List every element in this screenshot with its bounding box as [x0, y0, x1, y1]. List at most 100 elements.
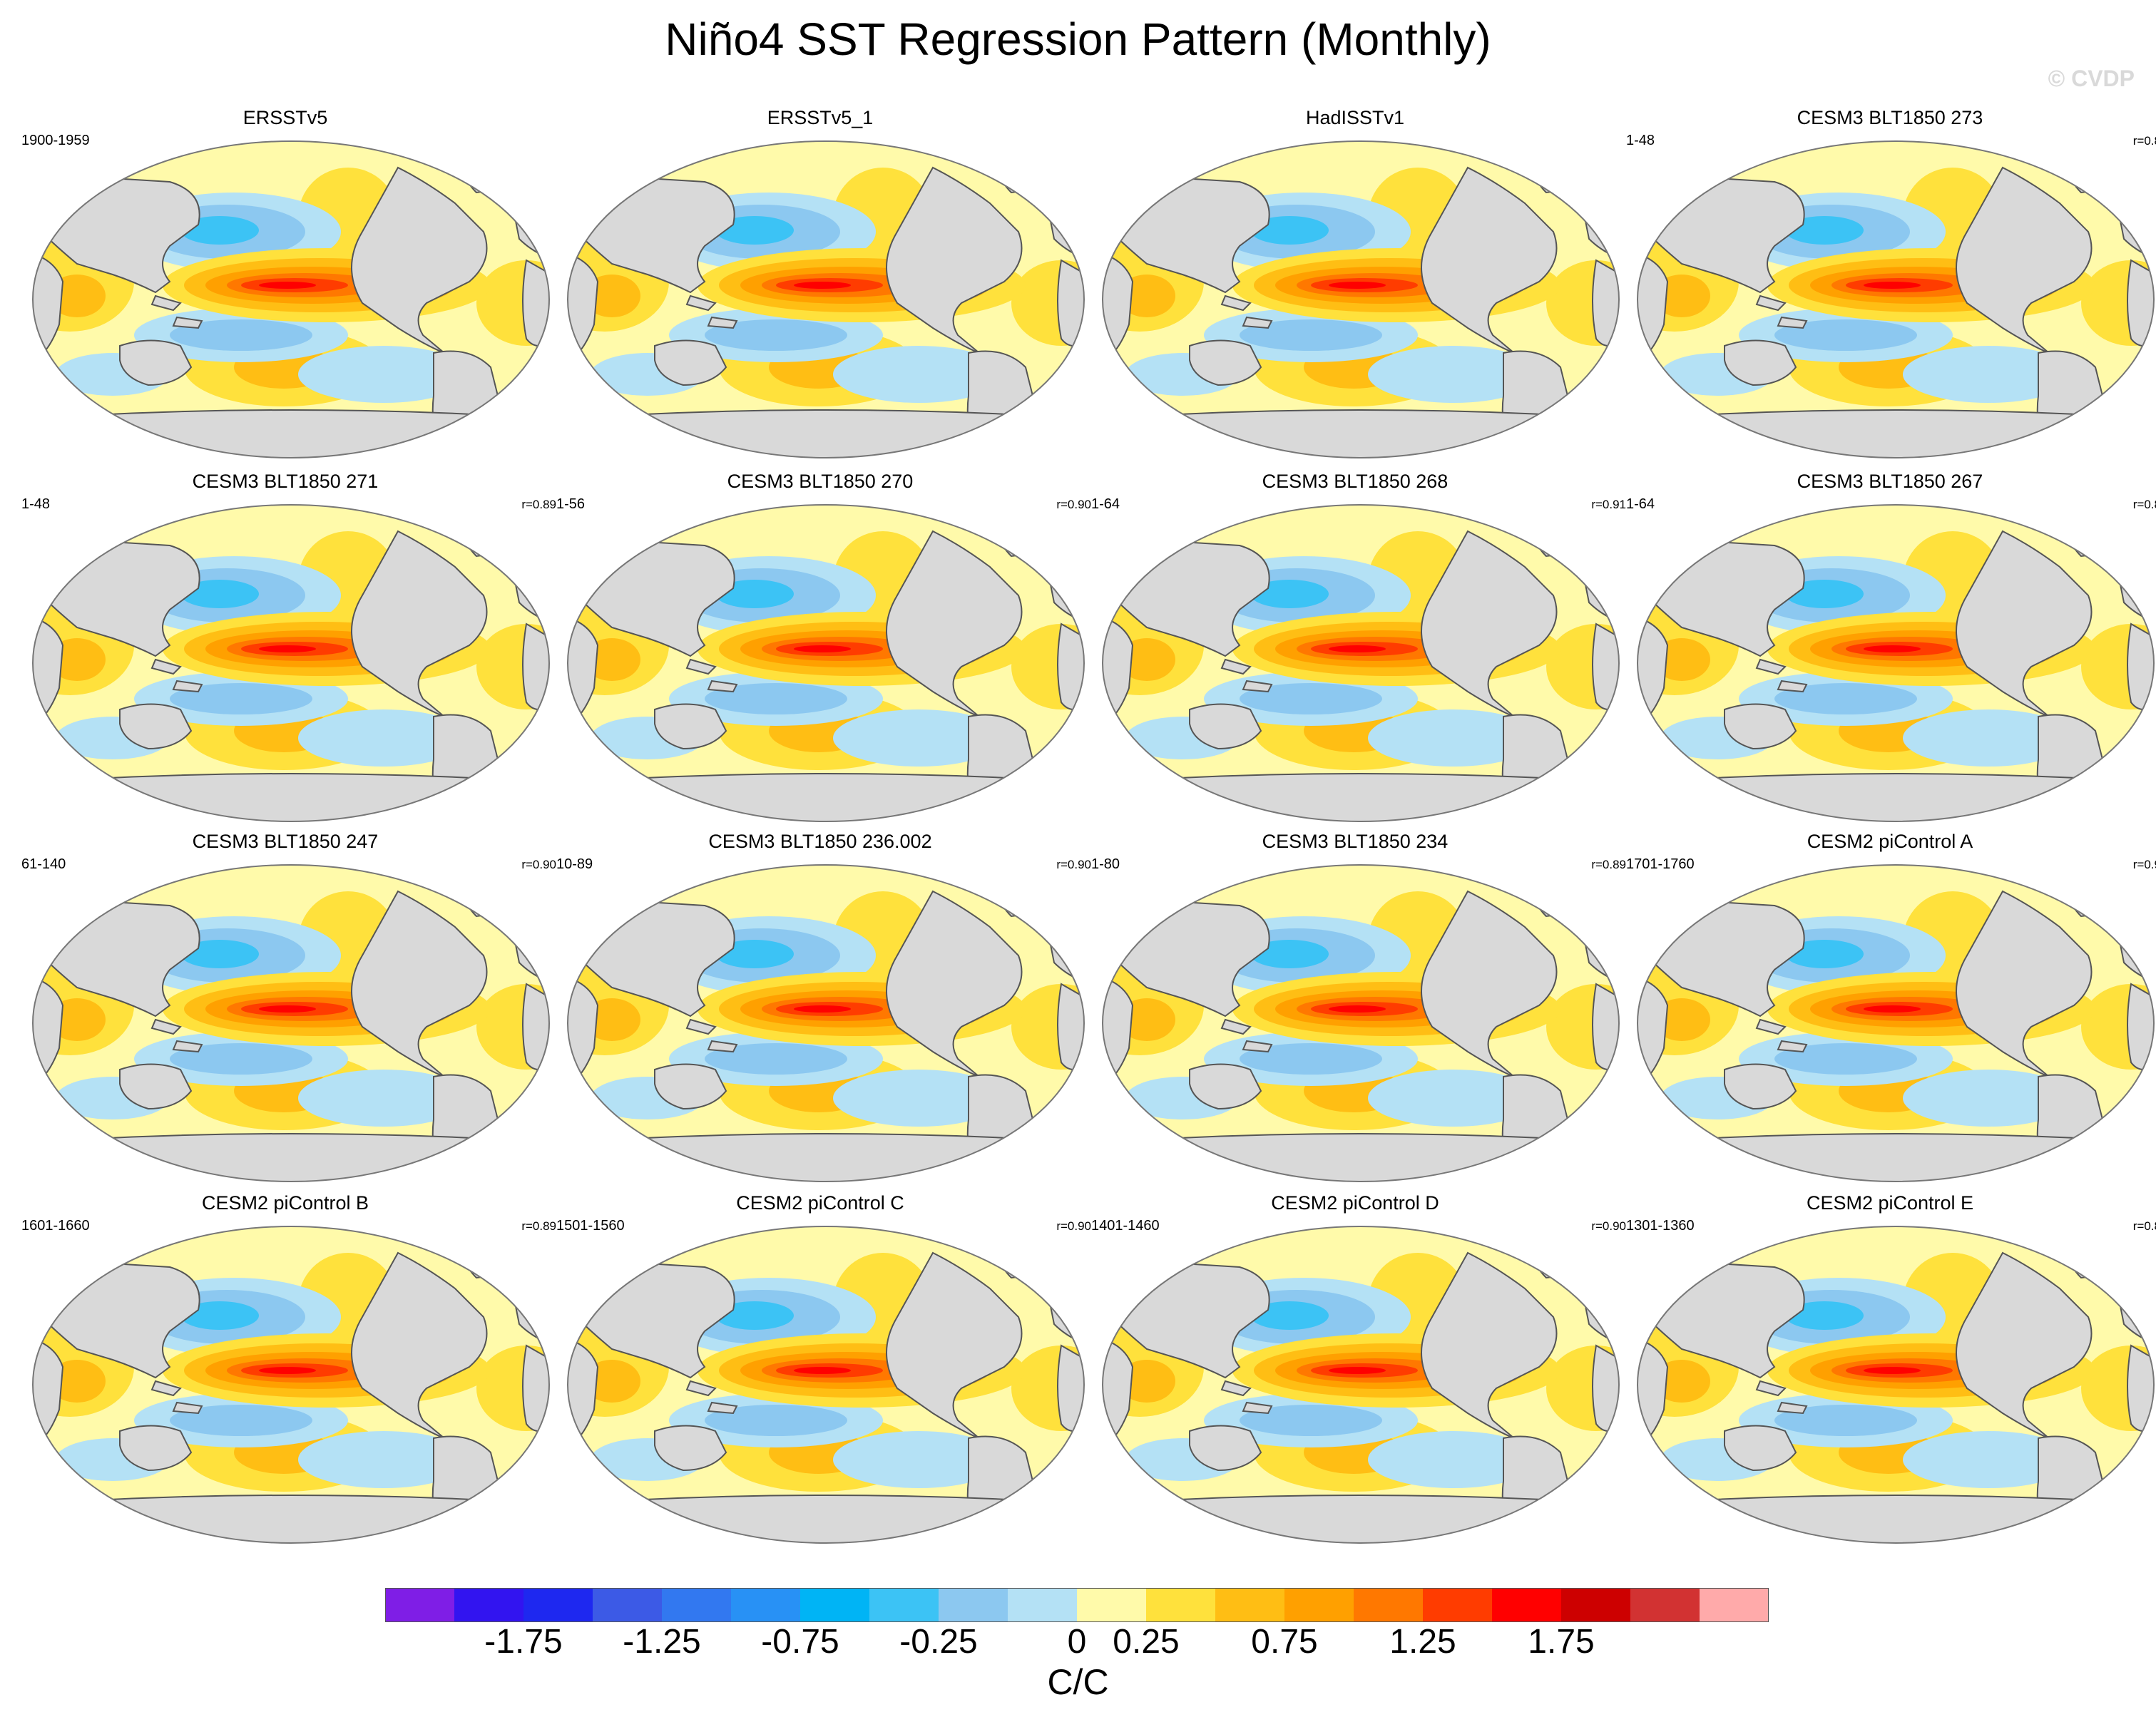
colorbar-tick-label: -1.75 [484, 1623, 563, 1661]
panel-title: CESM3 BLT1850 236.002 [708, 831, 932, 852]
panel-years: 1-64 [1091, 496, 1120, 512]
panel-years: 1-48 [1626, 133, 1655, 148]
map-panel: CESM3 BLT1850 236.002 10-89 r=0.90 [549, 831, 1091, 1187]
colorbar-swatch [662, 1588, 731, 1622]
panel-title: HadISSTv1 [1305, 107, 1405, 128]
panel-correlation: r=0.90 [1056, 498, 1091, 511]
map-panel: CESM3 BLT1850 271 1-48 r=0.89 [14, 471, 556, 827]
colorbar-swatch [593, 1588, 662, 1622]
colorbar-swatch [939, 1588, 1008, 1622]
colorbar-tick-label: -0.25 [899, 1623, 978, 1661]
map-panel: ERSSTv5 1900-1959 [14, 107, 556, 463]
global-map [1102, 1226, 1620, 1544]
map-panel: CESM3 BLT1850 234 1-80 r=0.89 [1084, 831, 1626, 1187]
global-map [567, 864, 1085, 1182]
global-map [567, 504, 1085, 822]
panel-correlation: r=0.89 [1591, 858, 1626, 871]
global-map [32, 504, 550, 822]
panel-title: CESM2 piControl D [1271, 1192, 1439, 1214]
colorbar-swatch [1630, 1588, 1700, 1622]
colorbar-swatch [1354, 1588, 1423, 1622]
panel-title: CESM3 BLT1850 271 [192, 471, 379, 492]
panel-title: CESM2 piControl C [736, 1192, 904, 1214]
panel-title: CESM3 BLT1850 247 [192, 831, 379, 852]
panel-title: CESM2 piControl E [1806, 1192, 1974, 1214]
global-map [1637, 140, 2155, 458]
panel-correlation: r=0.90 [1591, 1219, 1626, 1233]
global-map [1637, 1226, 2155, 1544]
colorbar-swatch [731, 1588, 800, 1622]
global-map [1102, 504, 1620, 822]
global-map [32, 1226, 550, 1544]
panel-correlation: r=0.90 [1056, 858, 1091, 871]
global-map [1102, 140, 1620, 458]
panel-correlation: r=0.90 [521, 858, 556, 871]
map-panel: HadISSTv1 [1084, 107, 1626, 463]
panel-correlation: r=0.89 [521, 1219, 556, 1233]
global-map [1102, 864, 1620, 1182]
colorbar-swatch [523, 1588, 593, 1622]
map-panel: CESM3 BLT1850 270 1-56 r=0.90 [549, 471, 1091, 827]
map-panel: CESM2 piControl E 1301-1360 r=0.8 [1619, 1192, 2156, 1549]
colorbar-swatch [869, 1588, 939, 1622]
panel-years: 1701-1760 [1626, 856, 1695, 872]
panel-title: ERSSTv5_1 [767, 107, 874, 128]
panel-title: CESM3 BLT1850 234 [1262, 831, 1449, 852]
map-panel: CESM2 piControl B 1601-1660 r=0.89 [14, 1192, 556, 1549]
colorbar-swatch [1077, 1588, 1146, 1622]
panel-years: 1900-1959 [21, 133, 90, 148]
panel-correlation: r=0.8 [2132, 498, 2156, 511]
panel-title: CESM3 BLT1850 267 [1797, 471, 1983, 492]
panel-years: 10-89 [556, 856, 593, 872]
panel-years: 1-80 [1091, 856, 1120, 872]
colorbar-tick-label: 0.75 [1251, 1623, 1318, 1661]
colorbar [385, 1588, 1769, 1622]
panel-title: CESM3 BLT1850 268 [1262, 471, 1449, 492]
colorbar-swatch [1700, 1588, 1769, 1622]
panel-correlation: r=0.89 [521, 498, 556, 511]
colorbar-tick-label: 0.25 [1113, 1623, 1180, 1661]
panel-title: CESM3 BLT1850 273 [1797, 107, 1983, 128]
colorbar-swatch [1492, 1588, 1561, 1622]
colorbar-swatch [1146, 1588, 1215, 1622]
panel-title: CESM2 piControl A [1807, 831, 1973, 852]
colorbar-swatch [385, 1588, 454, 1622]
map-panel: CESM2 piControl C 1501-1560 r=0.90 [549, 1192, 1091, 1549]
colorbar-swatch [454, 1588, 523, 1622]
panel-years: 1601-1660 [21, 1218, 90, 1234]
panel-years: 1501-1560 [556, 1218, 625, 1234]
panel-years: 1301-1360 [1626, 1218, 1695, 1234]
panel-years: 1401-1460 [1091, 1218, 1160, 1234]
panel-correlation: r=0.91 [1591, 498, 1626, 511]
page-title: Niño4 SST Regression Pattern (Monthly) [665, 14, 1491, 65]
panel-years: 1-64 [1626, 496, 1655, 512]
colorbar-swatch [1215, 1588, 1284, 1622]
global-map [32, 140, 550, 458]
colorbar-swatch [1561, 1588, 1630, 1622]
map-panel: CESM3 BLT1850 267 1-64 r=0.8 [1619, 471, 2156, 827]
global-map [567, 1226, 1085, 1544]
global-map [1637, 504, 2155, 822]
map-panel: CESM3 BLT1850 247 61-140 r=0.90 [14, 831, 556, 1187]
map-panel: CESM2 piControl D 1401-1460 r=0.90 [1084, 1192, 1626, 1549]
map-panel: CESM3 BLT1850 273 1-48 r=0.8 [1619, 107, 2156, 463]
colorbar-units: C/C [1047, 1662, 1109, 1702]
panel-years: 61-140 [21, 856, 66, 872]
global-map [32, 864, 550, 1182]
panel-correlation: r=0.8 [2132, 134, 2156, 148]
colorbar-tick-label: -0.75 [761, 1623, 839, 1661]
watermark: © CVDP [2048, 66, 2135, 91]
panel-title: ERSSTv5 [242, 107, 328, 128]
panel-title: CESM2 piControl B [201, 1192, 369, 1214]
colorbar-swatch [1008, 1588, 1077, 1622]
colorbar-tick-label: 1.25 [1389, 1623, 1456, 1661]
map-panel: CESM2 piControl A 1701-1760 r=0.9 [1619, 831, 2156, 1187]
colorbar-tick-label: 0 [1067, 1623, 1087, 1661]
panel-title: CESM3 BLT1850 270 [727, 471, 914, 492]
map-panel: ERSSTv5_1 [549, 107, 1091, 463]
colorbar-swatch [1284, 1588, 1354, 1622]
panel-correlation: r=0.90 [1056, 1219, 1091, 1233]
colorbar-tick-label: 1.75 [1528, 1623, 1595, 1661]
colorbar-tick-label: -1.25 [623, 1623, 701, 1661]
map-panel: CESM3 BLT1850 268 1-64 r=0.91 [1084, 471, 1626, 827]
